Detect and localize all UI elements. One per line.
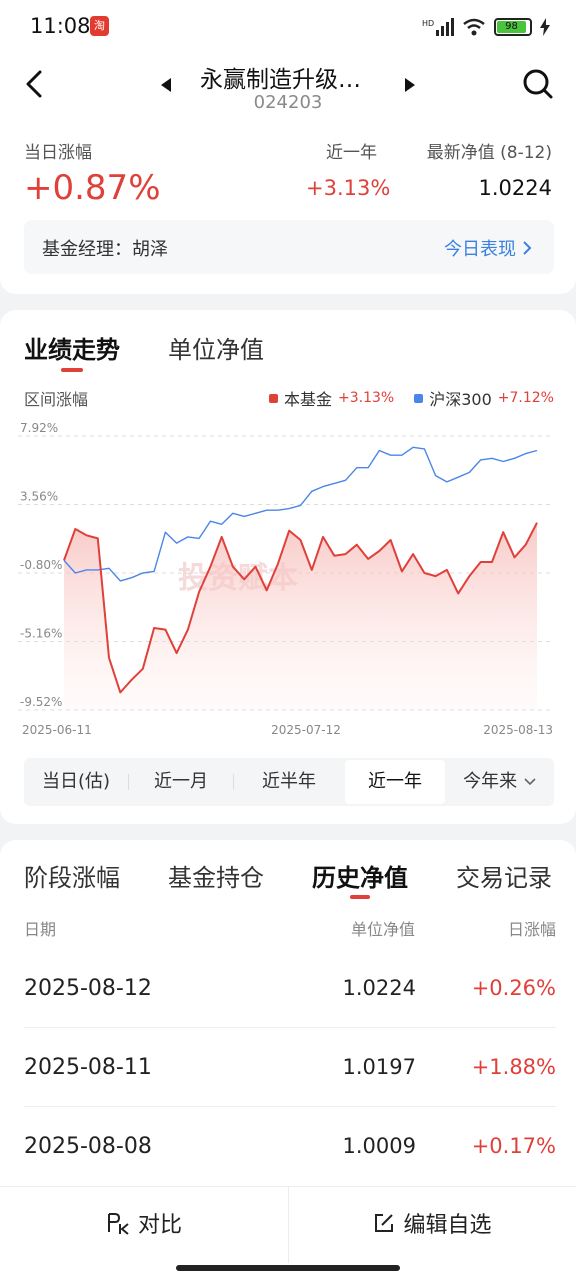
app-notification-icon: 淘: [90, 16, 109, 36]
period-today-estimate[interactable]: 当日(估): [41, 771, 111, 792]
x-tick-label: 2025-07-12: [271, 723, 341, 737]
today-performance-label: 今日表现: [444, 239, 516, 260]
status-time: 11:08: [30, 14, 91, 38]
row-nav: 1.0197: [342, 1055, 416, 1079]
latest-nav-value: 1.0224: [478, 176, 552, 200]
table-row[interactable]: 2025-08-11 1.0197 +1.88%: [24, 1029, 556, 1107]
svg-text:HD: HD: [422, 19, 434, 28]
wifi-icon: [463, 18, 485, 36]
y-tick-label: -0.80%: [20, 558, 62, 572]
period-divider: [128, 774, 129, 790]
legend-swatch-benchmark: [414, 393, 424, 403]
latest-nav-label: 最新净值 (8-12): [426, 143, 552, 163]
fund-name: 永赢制造升级…: [200, 67, 361, 93]
tab-history-nav[interactable]: 历史净值: [312, 864, 408, 892]
row-nav: 1.0224: [342, 976, 416, 1000]
period-divider: [233, 774, 234, 790]
year-change-label: 近一年: [326, 143, 377, 163]
chart-legend: 本基金 +3.13% 沪深300 +7.12%: [269, 386, 554, 410]
day-change-value: +0.87%: [24, 168, 161, 208]
period-one-month[interactable]: 近一月: [154, 771, 208, 792]
period-half-year[interactable]: 近半年: [262, 771, 316, 792]
column-header-date: 日期: [24, 920, 57, 939]
status-bar: 11:08 淘 HD 98: [0, 0, 576, 54]
search-icon[interactable]: [518, 64, 558, 104]
charging-icon: [540, 18, 550, 36]
fund-code: 024203: [253, 92, 323, 113]
row-change: +0.26%: [471, 976, 556, 1000]
pk-compare-icon: [107, 1213, 129, 1235]
row-date: 2025-08-08: [24, 1134, 152, 1159]
performance-chart-card: 业绩走势 单位净值 区间涨幅 本基金 +3.13% 沪深300 +7.12% 7…: [0, 310, 576, 824]
row-date: 2025-08-12: [24, 976, 152, 1001]
tab-active-indicator: [61, 368, 83, 372]
compare-button[interactable]: 对比: [0, 1187, 288, 1259]
previous-fund-icon[interactable]: [161, 78, 171, 92]
today-performance-link[interactable]: 今日表现: [444, 235, 532, 261]
signal-icon: HD: [422, 18, 454, 36]
tab-stage-returns[interactable]: 阶段涨幅: [24, 864, 120, 892]
next-fund-icon[interactable]: [405, 78, 415, 92]
battery-icon: 98: [494, 18, 532, 36]
chevron-down-icon: [524, 778, 536, 786]
performance-line-chart[interactable]: 7.92%3.56%-0.80%-5.16%-9.52%投资赋本2025-06-…: [0, 420, 576, 746]
fund-manager-bar: 基金经理：胡泽 今日表现: [24, 220, 554, 274]
column-header-nav: 单位净值: [350, 920, 415, 939]
table-row[interactable]: 2025-08-12 1.0224 +0.26%: [24, 950, 556, 1028]
tab-performance-trend[interactable]: 业绩走势: [24, 336, 120, 364]
table-row[interactable]: 2025-08-08 1.0009 +0.17%: [24, 1108, 556, 1186]
fund-area: [64, 522, 537, 710]
y-tick-label: 3.56%: [20, 490, 58, 504]
compare-label: 对比: [137, 1213, 182, 1238]
period-year-to-date[interactable]: 今年来: [448, 760, 552, 804]
row-change: +1.88%: [471, 1055, 556, 1079]
legend-value-benchmark: +7.12%: [497, 390, 554, 406]
legend-value-fund: +3.13%: [338, 390, 395, 406]
footer-divider: [288, 1187, 289, 1263]
period-ytd-label: 今年来: [463, 771, 518, 792]
status-icons: HD 98: [422, 16, 550, 38]
legend-name-fund: 本基金: [284, 390, 333, 409]
year-change-value: +3.13%: [306, 176, 391, 200]
tab-fund-holdings[interactable]: 基金持仓: [168, 864, 264, 892]
column-header-change: 日涨幅: [507, 920, 556, 939]
edit-watchlist-label: 编辑自选: [403, 1213, 492, 1238]
row-nav: 1.0009: [342, 1134, 416, 1158]
tab-unit-nav[interactable]: 单位净值: [168, 336, 264, 364]
fund-header-card: 永赢制造升级… 024203 当日涨幅 近一年 最新净值 (8-12) +0.8…: [0, 54, 576, 294]
battery-level: 98: [497, 21, 526, 33]
x-tick-label: 2025-06-11: [22, 723, 92, 737]
day-change-label: 当日涨幅: [24, 143, 92, 163]
range-change-label: 区间涨幅: [24, 390, 89, 409]
edit-icon: [375, 1214, 394, 1232]
home-indicator: [176, 1265, 400, 1271]
series-line-fund: [63, 522, 538, 694]
back-arrow-icon[interactable]: [18, 64, 54, 104]
y-tick-label: -9.52%: [20, 695, 62, 709]
tab-active-indicator: [350, 895, 370, 899]
y-tick-label: -5.16%: [20, 627, 62, 641]
tab-trade-records[interactable]: 交易记录: [456, 864, 552, 892]
y-tick-label: 7.92%: [20, 421, 58, 435]
edit-watchlist-button[interactable]: 编辑自选: [289, 1187, 576, 1259]
x-tick-label: 2025-08-13: [483, 723, 553, 737]
fund-manager: 基金经理：胡泽: [42, 239, 168, 260]
legend-name-benchmark: 沪深300: [429, 390, 492, 409]
legend-swatch-fund: [269, 393, 278, 403]
series-line-benchmark: [63, 446, 538, 582]
period-selector: 当日(估) 近一月 近半年 近一年 今年来: [24, 758, 554, 806]
row-change: +0.17%: [471, 1134, 556, 1158]
chevron-right-icon: [523, 241, 532, 255]
row-date: 2025-08-11: [24, 1055, 152, 1080]
period-one-year[interactable]: 近一年: [345, 760, 445, 804]
bottom-action-bar: 对比 编辑自选: [0, 1186, 576, 1280]
